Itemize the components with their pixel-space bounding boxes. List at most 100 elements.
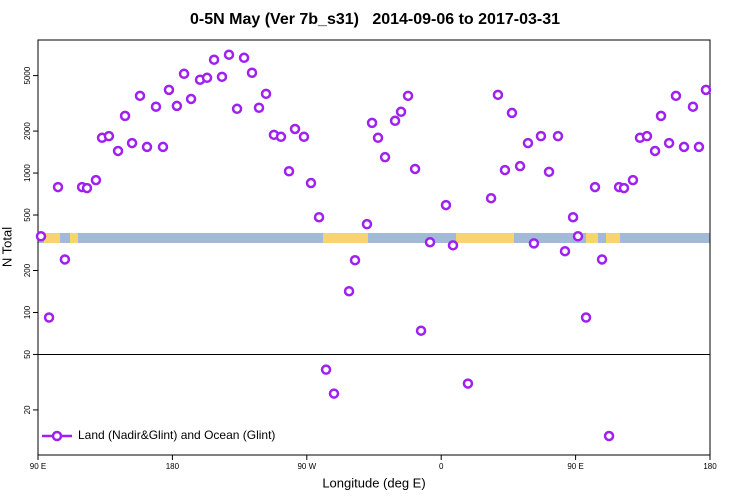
x-tick-label: 90 W: [297, 462, 316, 471]
point: [119, 110, 131, 122]
point: [163, 84, 175, 96]
point: [552, 130, 564, 142]
y-tick-label: 50: [23, 349, 32, 358]
point: [522, 137, 534, 149]
x-tick-label: 180: [166, 462, 180, 471]
point: [567, 211, 579, 223]
point: [693, 141, 705, 153]
point: [349, 254, 361, 266]
point: [409, 163, 421, 175]
point: [208, 54, 220, 65]
point: [320, 364, 332, 375]
point: [678, 141, 690, 153]
y-tick-label: 100: [23, 305, 32, 319]
point: [670, 90, 682, 102]
point: [627, 174, 639, 186]
point: [389, 115, 401, 127]
point: [260, 88, 272, 100]
point: [492, 89, 504, 101]
point: [52, 181, 64, 193]
point: [283, 166, 295, 177]
point: [572, 231, 584, 242]
point: [618, 182, 630, 194]
x-tick-label: 180: [703, 462, 717, 471]
land-band: [606, 233, 620, 243]
y-tick-label: 500: [23, 208, 32, 222]
point: [462, 378, 474, 389]
land-band: [70, 233, 78, 243]
point: [112, 145, 124, 157]
point: [81, 182, 93, 194]
point: [447, 240, 459, 251]
y-tick-label: 5000: [23, 66, 32, 84]
point: [103, 130, 115, 142]
y-tick-label: 1000: [23, 164, 32, 182]
point: [231, 103, 243, 115]
point: [424, 236, 436, 248]
point: [649, 145, 661, 157]
y-axis-label: N Total: [0, 227, 14, 267]
point: [150, 101, 162, 112]
point: [253, 102, 265, 113]
point: [543, 166, 555, 178]
point: [506, 107, 518, 119]
point: [655, 110, 667, 122]
point: [238, 52, 250, 64]
point: [361, 218, 373, 230]
chart-title: 0-5N May (Ver 7b_s31) 2014-09-06 to 2017…: [190, 11, 560, 28]
surface-band: [38, 233, 710, 243]
legend-label: Land (Nadir&Glint) and Ocean (Glint): [78, 428, 275, 442]
point: [499, 164, 511, 176]
land-band: [323, 233, 368, 243]
x-tick-label: 0: [439, 462, 444, 471]
point: [313, 211, 325, 223]
point: [343, 285, 355, 297]
point: [372, 132, 384, 144]
point: [415, 325, 427, 336]
x-tick-label: 90 E: [30, 462, 46, 471]
land-band: [44, 233, 60, 243]
point: [440, 199, 452, 211]
x-tick-label: 90 E: [567, 462, 583, 471]
point: [328, 388, 340, 399]
point: [663, 137, 675, 149]
point: [535, 130, 547, 142]
point: [201, 72, 213, 84]
point: [687, 101, 699, 112]
point: [528, 238, 540, 249]
point: [43, 312, 55, 323]
point: [185, 93, 197, 105]
point: [366, 117, 378, 129]
y-tick-label: 20: [23, 405, 32, 414]
point: [157, 141, 169, 153]
point: [395, 106, 407, 118]
point: [289, 123, 301, 135]
y-tick-label: 2000: [23, 122, 32, 140]
ocean-band: [38, 233, 710, 243]
point: [603, 430, 615, 442]
point: [35, 231, 47, 242]
point: [485, 192, 497, 204]
x-axis-label: Longitude (deg E): [322, 475, 425, 490]
point: [402, 90, 414, 102]
point: [275, 131, 287, 143]
point: [559, 245, 571, 257]
point: [641, 130, 653, 142]
y-tick-label: 200: [23, 263, 32, 277]
point: [246, 67, 258, 79]
point: [171, 100, 183, 112]
point: [126, 137, 138, 149]
point: [305, 177, 317, 189]
land-band: [586, 233, 598, 243]
point: [134, 90, 146, 102]
point: [141, 141, 153, 153]
point: [596, 254, 608, 265]
point: [589, 181, 601, 193]
land-band: [456, 233, 514, 243]
point: [298, 131, 310, 143]
point: [514, 160, 526, 172]
point: [700, 84, 712, 96]
point: [223, 49, 235, 60]
legend-marker: [51, 430, 63, 442]
